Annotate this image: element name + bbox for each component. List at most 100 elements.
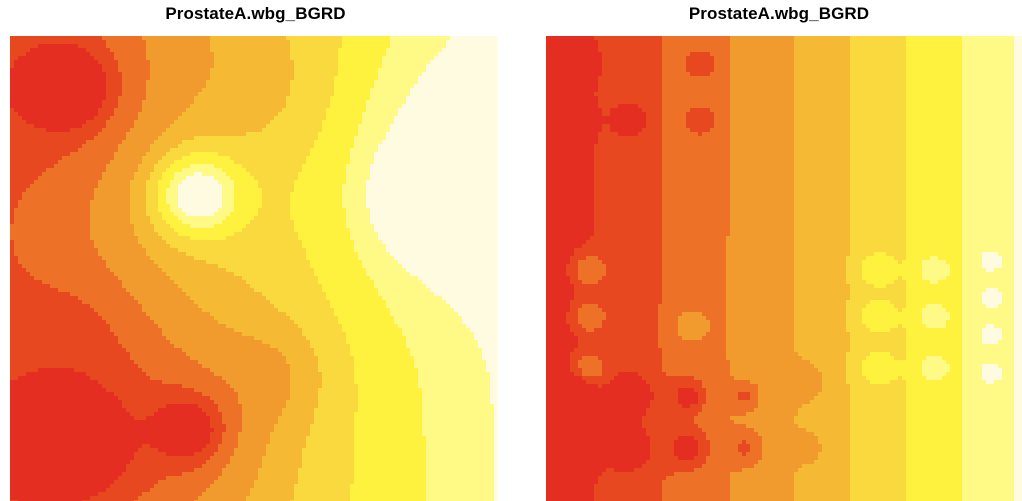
heatmap-cell [710,444,739,449]
heatmap-cell [870,300,891,305]
heatmap-cell [646,412,699,417]
heatmap-cell [818,440,851,445]
heatmap-cell [98,108,115,113]
heatmap-cell [906,148,963,153]
heatmap-cell [546,176,595,181]
heatmap-cell [242,404,287,409]
heatmap-cell [726,332,795,337]
heatmap-cell [118,336,167,341]
heatmap-cell [10,48,31,53]
heatmap-cell [110,48,147,53]
heatmap-cell [174,280,247,285]
heatmap-cell [350,232,379,237]
heatmap-cell [226,324,299,329]
heatmap-cell [922,276,947,281]
heatmap-cell [262,460,303,465]
heatmap-cell [694,436,707,441]
heatmap-cell [646,428,703,433]
heatmap-cell [102,68,119,73]
heatmap-cell [422,416,495,421]
heatmap-cell [218,476,259,481]
heatmap-cell [10,164,55,169]
heatmap-cell [294,224,347,229]
heatmap-cell [794,164,851,169]
heatmap-cell [866,376,899,381]
heatmap-cell [122,472,183,477]
heatmap-cell [10,200,19,205]
heatmap-cell [122,76,151,81]
heatmap-cell [594,220,663,225]
heatmap-cell [378,288,431,293]
heatmap-cell [802,464,851,469]
heatmap-cell [46,128,71,133]
heatmap-cell [638,132,663,137]
heatmap-cell [726,316,795,321]
heatmap-cell [818,368,847,373]
heatmap-cell [318,132,359,137]
heatmap-cell [962,200,1015,205]
heatmap-cell [290,192,343,197]
heatmap-cell [194,388,235,393]
heatmap-cell [906,408,963,413]
heatmap-cell [410,272,497,277]
heatmap-cell [350,352,411,357]
heatmap-cell [446,300,497,305]
heatmap-cell [794,52,851,57]
heatmap-cell [334,76,379,81]
heatmap-cell [290,88,335,93]
heatmap-cell [850,240,907,245]
heatmap-cell [1014,240,1022,245]
heatmap-cell [662,484,731,489]
heatmap-cell [130,216,151,221]
heatmap-cell [546,304,571,309]
heatmap-cell [122,400,215,405]
heatmap-cell [606,316,659,321]
heatmap-cell [794,184,851,189]
heatmap-cell [850,84,907,89]
heatmap-cell [586,256,599,261]
heatmap-cell [906,244,963,249]
heatmap-cell [390,36,451,41]
heatmap-cell [694,420,735,425]
heatmap-cell [234,328,303,333]
heatmap-cell [370,176,497,181]
heatmap-cell [714,56,731,61]
heatmap-cell [906,108,963,113]
heatmap-cell [698,448,711,453]
heatmap-cell [10,72,107,77]
heatmap-cell [614,468,635,473]
heatmap-cell [678,324,711,329]
heatmap-cell [730,192,795,197]
heatmap-cell [850,420,907,425]
heatmap-cell [794,496,851,501]
heatmap-cell [962,68,1015,73]
heatmap-cell [106,72,123,77]
heatmap-cell [942,356,963,361]
heatmap-cell [94,116,111,121]
heatmap-cell [314,140,355,145]
heatmap-cell [662,216,731,221]
heatmap-cell [230,456,263,461]
heatmap-cell [338,320,395,325]
heatmap-cell [794,344,851,349]
heatmap-cell [758,384,823,389]
heatmap-cell [38,368,75,373]
heatmap-cell [962,212,1015,217]
heatmap-cell [546,372,575,377]
heatmap-cell [906,64,963,69]
heatmap-cell [610,124,647,129]
heatmap-cell [794,248,851,253]
heatmap-cell [146,48,211,53]
heatmap-cell [594,212,663,217]
heatmap-cell [1014,144,1022,149]
heatmap-cell [354,468,427,473]
heatmap-cell [1014,476,1022,481]
heatmap-cell [10,248,15,253]
heatmap-cell [1014,172,1022,177]
heatmap-cell [686,116,715,121]
heatmap-cell [1014,200,1022,205]
heatmap-cell [794,280,847,285]
heatmap-cell [794,492,851,497]
heatmap-cell [358,404,423,409]
heatmap-cell [10,400,123,405]
